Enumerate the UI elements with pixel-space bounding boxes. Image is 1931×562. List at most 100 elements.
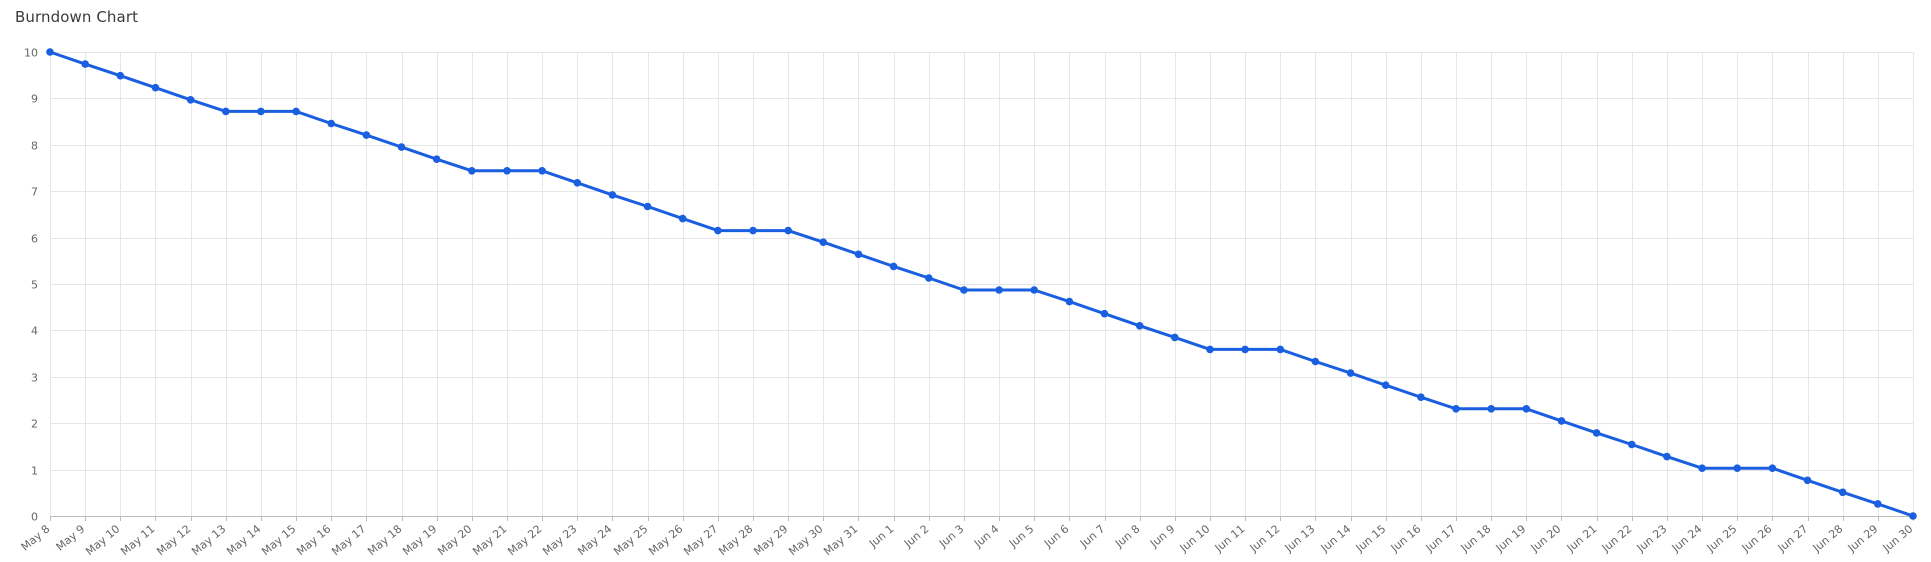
data-point[interactable] — [116, 71, 125, 80]
x-tick-label: Jun 20 — [1528, 522, 1564, 555]
axes — [50, 516, 1914, 521]
data-point[interactable] — [1065, 297, 1074, 306]
x-tick-label: May 9 — [54, 522, 88, 553]
x-tick-label: Jun 27 — [1775, 522, 1811, 555]
data-point[interactable] — [432, 155, 441, 163]
x-tick-label: May 12 — [154, 522, 193, 558]
data-point[interactable] — [749, 226, 757, 235]
data-point[interactable] — [1241, 345, 1249, 354]
data-point[interactable] — [1803, 476, 1812, 485]
data-point[interactable] — [889, 262, 898, 271]
data-point[interactable] — [854, 250, 863, 259]
x-tick-label: Jun 3 — [936, 522, 966, 550]
data-point[interactable] — [1381, 381, 1390, 390]
data-point[interactable] — [292, 107, 300, 116]
data-point[interactable] — [1874, 500, 1882, 508]
x-tick-label: May 27 — [681, 522, 720, 558]
x-tick-label: May 22 — [505, 522, 544, 558]
x-tick-label: Jun 1 — [866, 522, 896, 550]
data-point[interactable] — [925, 274, 933, 282]
data-point[interactable] — [1346, 369, 1355, 377]
x-tick-label: Jun 4 — [971, 522, 1001, 550]
x-tick-label: Jun 29 — [1845, 522, 1881, 555]
y-tick-label: 5 — [31, 279, 38, 292]
data-point[interactable] — [573, 179, 582, 187]
x-tick-label: Jun 5 — [1006, 522, 1036, 550]
data-point[interactable] — [1909, 512, 1917, 520]
data-point[interactable] — [362, 131, 371, 139]
data-point[interactable] — [81, 60, 89, 68]
data-point[interactable] — [608, 191, 617, 199]
x-tick-label: Jun 23 — [1634, 522, 1670, 555]
data-point[interactable] — [1698, 464, 1706, 473]
x-tick-label: May 8 — [19, 522, 53, 553]
x-tick-label: May 30 — [786, 522, 825, 558]
x-tick-label: Jun 13 — [1282, 522, 1318, 555]
data-point[interactable] — [1311, 357, 1320, 366]
data-point[interactable] — [1522, 405, 1531, 413]
data-point[interactable] — [1135, 322, 1144, 330]
x-tick-label: May 29 — [751, 522, 790, 558]
x-tick-label: Jun 28 — [1810, 522, 1846, 555]
x-tick-label: Jun 21 — [1564, 522, 1600, 555]
data-point[interactable] — [995, 286, 1003, 294]
y-tick-label: 4 — [31, 325, 38, 338]
data-point[interactable] — [784, 226, 792, 235]
data-point[interactable] — [151, 83, 160, 92]
data-point[interactable] — [1838, 488, 1847, 497]
y-tick-label: 6 — [31, 233, 38, 246]
data-point[interactable] — [714, 226, 722, 235]
data-point[interactable] — [1206, 345, 1214, 354]
data-point[interactable] — [1557, 417, 1566, 425]
data-point[interactable] — [960, 286, 968, 294]
x-tick-label: Jun 19 — [1493, 522, 1529, 555]
x-tick-label: Jun 22 — [1599, 522, 1635, 555]
x-tick-label: Jun 25 — [1704, 522, 1740, 555]
x-tick-label: May 25 — [611, 522, 650, 558]
x-tick-label: Jun 7 — [1077, 522, 1107, 550]
x-tick-label: Jun 6 — [1041, 522, 1071, 550]
data-point[interactable] — [222, 107, 230, 116]
x-tick-label: May 19 — [400, 522, 439, 558]
x-tick-label: Jun 26 — [1739, 522, 1775, 555]
data-point[interactable] — [1592, 429, 1601, 437]
data-point[interactable] — [1768, 464, 1777, 473]
x-tick-label: May 11 — [118, 522, 157, 558]
data-point[interactable] — [819, 238, 828, 246]
data-point[interactable] — [1487, 405, 1495, 413]
data-point[interactable] — [186, 96, 195, 104]
x-tick-label: May 28 — [716, 522, 755, 558]
grid — [50, 52, 1914, 516]
x-tick-label: May 14 — [224, 522, 263, 558]
data-point[interactable] — [1171, 333, 1179, 342]
data-point[interactable] — [1733, 464, 1741, 473]
x-tick-label: May 13 — [189, 522, 228, 558]
data-point[interactable] — [1452, 405, 1460, 413]
data-point[interactable] — [1663, 452, 1671, 461]
x-tick-label: Jun 16 — [1388, 522, 1424, 555]
data-point[interactable] — [468, 167, 476, 175]
data-point[interactable] — [678, 214, 687, 223]
data-point[interactable] — [1030, 286, 1038, 294]
x-tick-label: Jun 2 — [901, 522, 931, 550]
data-point[interactable] — [1628, 440, 1636, 449]
data-point[interactable] — [1417, 393, 1425, 402]
data-point[interactable] — [46, 48, 54, 56]
x-tick-label: Jun 15 — [1353, 522, 1389, 555]
y-tick-label: 3 — [31, 372, 38, 385]
data-point[interactable] — [397, 143, 406, 151]
x-tick-label: Jun 30 — [1880, 522, 1916, 555]
data-point[interactable] — [1276, 345, 1285, 354]
x-tick-label: Jun 8 — [1112, 522, 1142, 550]
chart-title: Burndown Chart — [15, 8, 139, 26]
x-tick-label: Jun 18 — [1458, 522, 1494, 555]
data-point[interactable] — [327, 119, 336, 128]
data-point[interactable] — [257, 107, 265, 116]
y-axis-ticks: 0 1 2 3 4 5 6 7 8 9 10 — [24, 47, 38, 524]
data-point[interactable] — [503, 167, 511, 175]
data-point[interactable] — [643, 202, 652, 211]
x-tick-label: May 10 — [83, 522, 122, 558]
data-point[interactable] — [1100, 309, 1109, 318]
data-point[interactable] — [538, 167, 546, 175]
